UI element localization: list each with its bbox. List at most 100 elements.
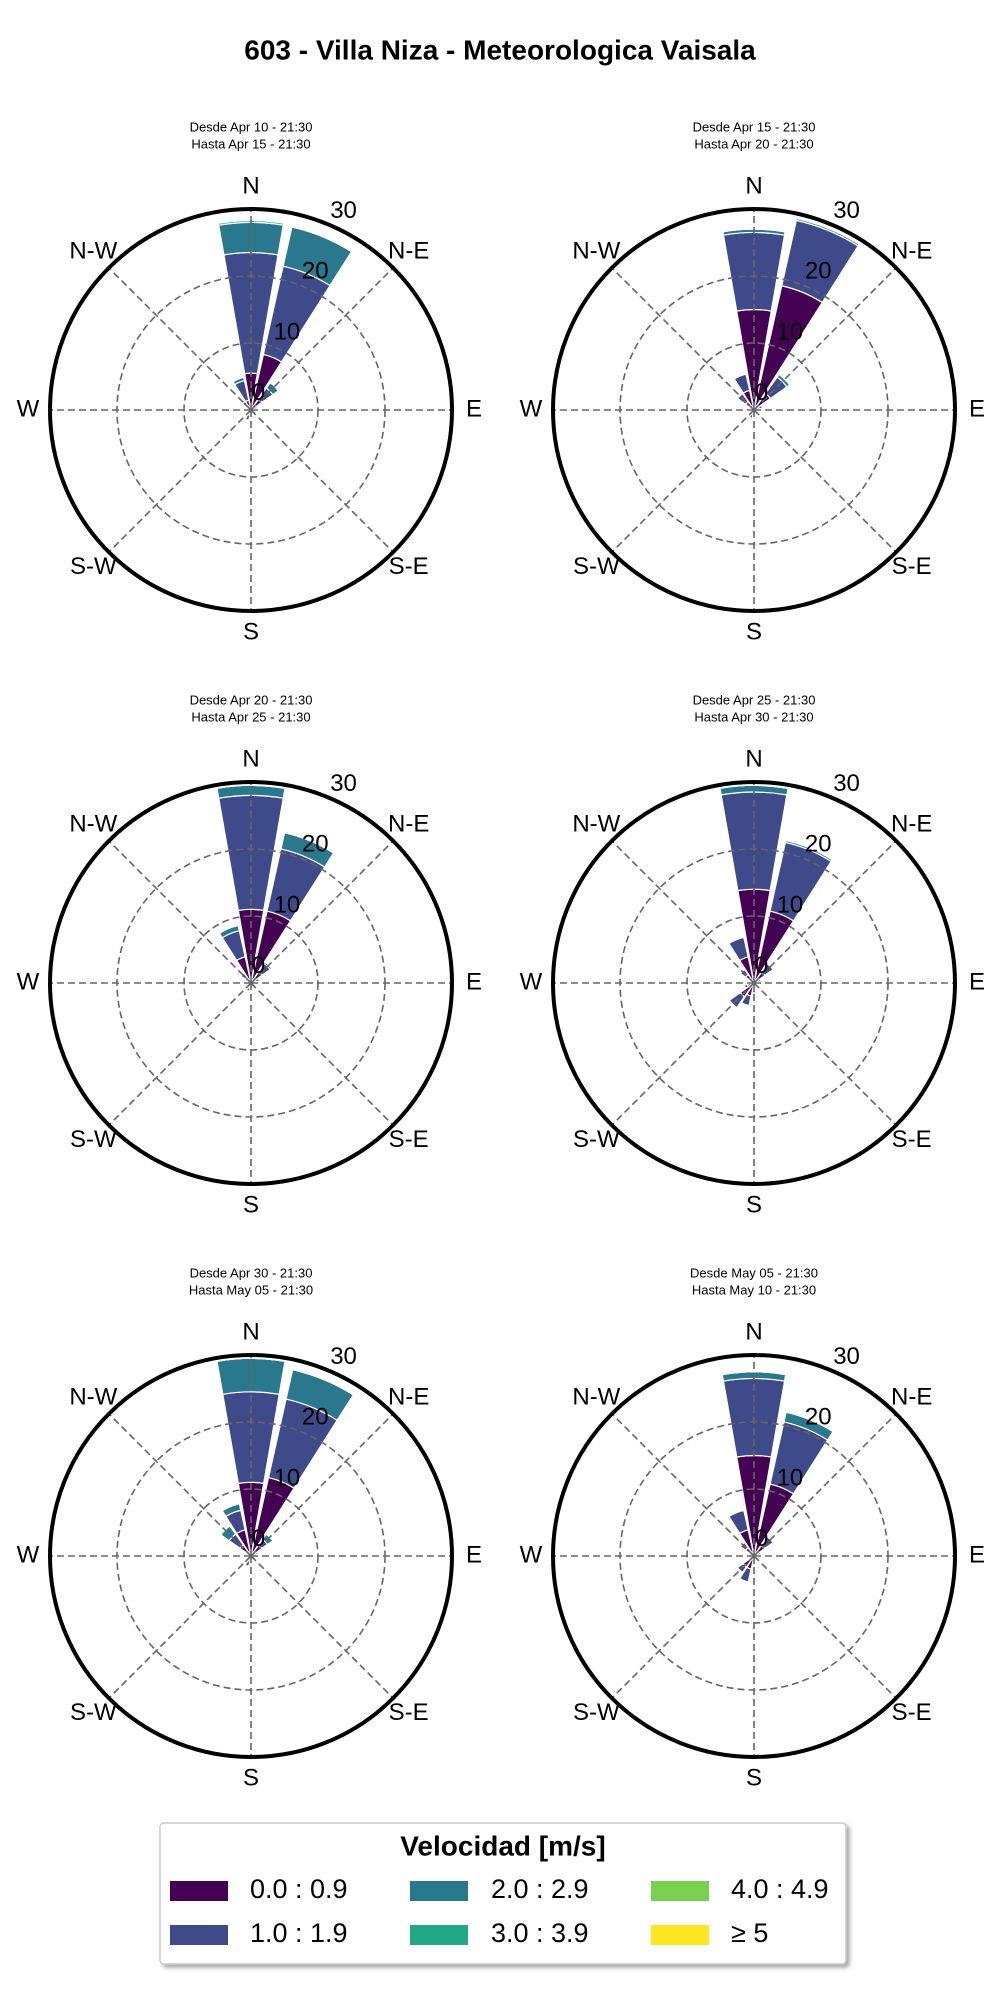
spoke <box>250 1413 394 1557</box>
r-tick-label: 20 <box>302 1404 329 1431</box>
grid-ring <box>686 915 822 1051</box>
bar-segment <box>728 936 749 962</box>
r-tick-label: 20 <box>805 1404 832 1431</box>
direction-label: E <box>969 1541 985 1568</box>
spoke <box>753 267 897 411</box>
direction-label: N-W <box>572 811 620 838</box>
grid-ring <box>183 915 319 1051</box>
r-tick-label: 10 <box>274 1464 301 1491</box>
direction-label: W <box>520 395 543 422</box>
outer-ring <box>551 207 957 613</box>
legend-label: 0.0 : 0.9 <box>250 1874 348 1904</box>
subtitle: Desde Apr 15 - 21:30 <box>693 119 816 134</box>
bar-segment <box>748 1557 750 1560</box>
direction-label: N-E <box>388 811 429 838</box>
bar-segment <box>749 416 753 420</box>
r-tick-label: 0 <box>252 379 265 406</box>
direction-label: E <box>466 1541 482 1568</box>
bar-segment <box>733 373 747 380</box>
r-tick-label: 20 <box>805 258 832 285</box>
bar-segment <box>748 406 750 409</box>
direction-label: N <box>745 745 762 772</box>
bar-segment <box>737 1567 743 1573</box>
legend-label: 2.0 : 2.9 <box>491 1874 589 1904</box>
r-tick-label: 0 <box>755 379 768 406</box>
bar-segment <box>728 936 744 944</box>
grid-ring <box>116 848 386 1118</box>
direction-label: N <box>242 745 259 772</box>
legend-swatch <box>651 1881 709 1901</box>
grid-ring <box>619 848 889 1118</box>
direction-label: S-W <box>573 553 620 580</box>
spoke <box>250 409 394 553</box>
subtitle: Hasta Apr 25 - 21:30 <box>191 709 310 724</box>
bar-segment <box>759 978 762 982</box>
r-tick-label: 10 <box>274 891 301 918</box>
bar-segment <box>739 1578 749 1583</box>
bar-segment <box>796 217 860 245</box>
r-tick-label: 20 <box>302 258 329 285</box>
r-tick-label: 30 <box>330 770 357 797</box>
bar-segment <box>256 1551 259 1555</box>
bar-segment <box>269 382 279 392</box>
direction-label: N-E <box>891 811 932 838</box>
r-tick-label: 30 <box>833 197 860 224</box>
r-tick-label: 30 <box>330 197 357 224</box>
r-tick-label: 30 <box>833 1343 860 1370</box>
spoke <box>753 840 897 984</box>
bar-segment <box>243 1560 247 1564</box>
subtitle: Desde Apr 30 - 21:30 <box>190 1265 313 1280</box>
direction-label: S-E <box>892 1126 932 1153</box>
direction-label: W <box>17 395 40 422</box>
title: 603 - Villa Niza - Meteorologica Vaisala <box>244 34 756 65</box>
grid-ring <box>116 1421 386 1691</box>
direction-label: W <box>17 1541 40 1568</box>
bar-segment <box>245 1552 247 1555</box>
direction-label: N-W <box>69 1384 117 1411</box>
spoke <box>611 267 755 411</box>
bar-segment <box>216 1357 286 1362</box>
bar-segment <box>256 406 259 409</box>
direction-label: W <box>520 968 543 995</box>
subtitle: Desde Apr 20 - 21:30 <box>190 692 313 707</box>
r-tick-label: 10 <box>274 318 301 345</box>
spoke <box>611 1555 755 1699</box>
outer-ring <box>551 780 957 1186</box>
bar-segment <box>760 405 764 409</box>
direction-label: S-W <box>70 553 117 580</box>
direction-label: N <box>745 1318 762 1345</box>
r-tick-label: 10 <box>777 891 804 918</box>
grid-ring <box>686 1488 822 1624</box>
r-tick-label: 0 <box>252 1525 265 1552</box>
subtitle: Hasta May 10 - 21:30 <box>692 1282 816 1297</box>
grid-ring <box>183 342 319 478</box>
spoke <box>753 1555 897 1699</box>
subtitle: Desde Apr 10 - 21:30 <box>190 119 313 134</box>
direction-label: N-E <box>388 1384 429 1411</box>
bar-segment <box>728 999 738 1009</box>
subtitle: Desde Apr 25 - 21:30 <box>693 692 816 707</box>
bar-segment <box>748 979 750 982</box>
bar-segment <box>748 1552 750 1555</box>
bar-segment <box>291 226 352 253</box>
r-tick-label: 30 <box>833 770 860 797</box>
bar-segment <box>266 1533 274 1541</box>
spoke <box>108 840 252 984</box>
direction-label: N <box>745 172 762 199</box>
r-tick-label: 10 <box>777 1464 804 1491</box>
direction-label: N-W <box>69 811 117 838</box>
subtitle: Hasta Apr 15 - 21:30 <box>191 136 310 151</box>
spoke <box>611 409 755 553</box>
legend-swatch <box>170 1925 228 1945</box>
legend-swatch <box>651 1925 709 1945</box>
direction-label: E <box>969 395 985 422</box>
direction-label: S <box>746 1764 762 1791</box>
direction-label: S-E <box>892 553 932 580</box>
spoke <box>108 1555 252 1699</box>
direction-label: N-W <box>69 238 117 265</box>
legend-title: Velocidad [m/s] <box>400 1830 605 1861</box>
grid-ring <box>619 275 889 545</box>
subtitle: Hasta Apr 30 - 21:30 <box>694 709 813 724</box>
direction-label: E <box>466 968 482 995</box>
